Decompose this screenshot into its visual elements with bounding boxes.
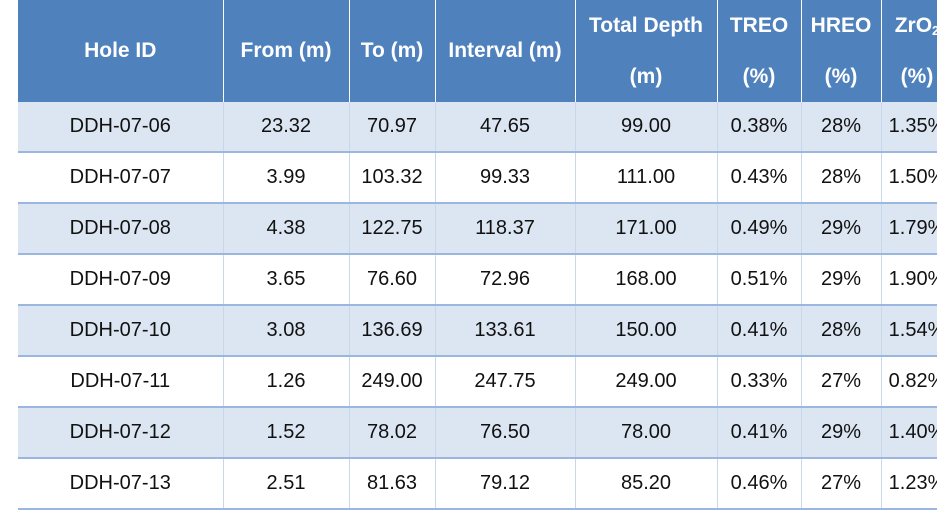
header-hole-id: Hole ID: [18, 0, 224, 102]
header-hreo: HREO: [801, 0, 882, 52]
cell-treo: 0.38%: [717, 102, 802, 153]
cell-hole-id: DDH-07-08: [18, 203, 224, 255]
table-row: DDH-07-10 3.08 136.69 133.61 150.00 0.41…: [18, 305, 937, 357]
cell-hreo: 27%: [801, 458, 882, 510]
cell-total-depth: 171.00: [575, 203, 718, 255]
cell-hreo: 28%: [801, 152, 882, 204]
cell-zro2: 1.54%: [881, 305, 937, 357]
cell-hreo: 28%: [801, 305, 882, 357]
header-treo: TREO: [717, 0, 802, 52]
cell-hreo: 29%: [801, 254, 882, 306]
table-row: DDH-07-11 1.26 249.00 247.75 249.00 0.33…: [18, 356, 937, 408]
cell-interval: 118.37: [435, 203, 576, 255]
cell-from: 1.26: [223, 356, 350, 408]
cell-from: 1.52: [223, 407, 350, 459]
cell-to: 70.97: [349, 102, 436, 153]
cell-hole-id: DDH-07-13: [18, 458, 224, 510]
cell-zro2: 1.35%: [881, 102, 937, 153]
cell-to: 76.60: [349, 254, 436, 306]
cell-hreo: 28%: [801, 102, 882, 153]
header-total-depth: Total Depth: [575, 0, 718, 52]
table-row: DDH-07-13 2.51 81.63 79.12 85.20 0.46% 2…: [18, 458, 937, 510]
table-row: DDH-07-06 23.32 70.97 47.65 99.00 0.38% …: [18, 102, 937, 153]
cell-zro2: 1.23%: [881, 458, 937, 510]
cell-zro2: 1.40%: [881, 407, 937, 459]
header-zro2-unit: (%): [881, 52, 937, 102]
cell-zro2: 1.90%: [881, 254, 937, 306]
cell-zro2: 0.82%: [881, 356, 937, 408]
cell-treo: 0.49%: [717, 203, 802, 255]
cell-total-depth: 99.00: [575, 102, 718, 153]
cell-hole-id: DDH-07-06: [18, 102, 224, 153]
cell-from: 4.38: [223, 203, 350, 255]
cell-hole-id: DDH-07-11: [18, 356, 224, 408]
header-from: From (m): [223, 0, 350, 102]
cell-treo: 0.51%: [717, 254, 802, 306]
drill-results-table-frame: Hole ID From (m) To (m) Interval (m) Tot…: [18, 0, 937, 511]
header-hreo-unit: (%): [801, 52, 882, 102]
header-zro2-subscript: 2: [932, 23, 937, 38]
cell-total-depth: 168.00: [575, 254, 718, 306]
cell-hole-id: DDH-07-10: [18, 305, 224, 357]
table-body: DDH-07-06 23.32 70.97 47.65 99.00 0.38% …: [18, 102, 937, 510]
cell-from: 23.32: [223, 102, 350, 153]
header-zro2: ZrO2: [881, 0, 937, 52]
cell-hole-id: DDH-07-09: [18, 254, 224, 306]
cell-interval: 133.61: [435, 305, 576, 357]
cell-total-depth: 111.00: [575, 152, 718, 204]
cell-to: 249.00: [349, 356, 436, 408]
header-total-depth-unit: (m): [575, 52, 718, 102]
header-zro2-main: ZrO: [894, 14, 933, 37]
cell-total-depth: 78.00: [575, 407, 718, 459]
cell-total-depth: 150.00: [575, 305, 718, 357]
cell-interval: 247.75: [435, 356, 576, 408]
header-treo-unit: (%): [717, 52, 802, 102]
cell-to: 81.63: [349, 458, 436, 510]
cell-interval: 72.96: [435, 254, 576, 306]
cell-treo: 0.33%: [717, 356, 802, 408]
cell-hole-id: DDH-07-12: [18, 407, 224, 459]
cell-treo: 0.43%: [717, 152, 802, 204]
cell-to: 78.02: [349, 407, 436, 459]
cell-from: 3.99: [223, 152, 350, 204]
cell-interval: 76.50: [435, 407, 576, 459]
header-to: To (m): [349, 0, 436, 102]
cell-hreo: 27%: [801, 356, 882, 408]
table-row: DDH-07-07 3.99 103.32 99.33 111.00 0.43%…: [18, 152, 937, 204]
cell-hreo: 29%: [801, 407, 882, 459]
cell-zro2: 1.50%: [881, 152, 937, 204]
table-header: Hole ID From (m) To (m) Interval (m) Tot…: [18, 0, 937, 102]
cell-treo: 0.41%: [717, 305, 802, 357]
cell-interval: 79.12: [435, 458, 576, 510]
cell-to: 103.32: [349, 152, 436, 204]
table-row: DDH-07-09 3.65 76.60 72.96 168.00 0.51% …: [18, 254, 937, 306]
cell-total-depth: 249.00: [575, 356, 718, 408]
cell-interval: 47.65: [435, 102, 576, 153]
cell-hreo: 29%: [801, 203, 882, 255]
cell-from: 2.51: [223, 458, 350, 510]
drill-results-table: Hole ID From (m) To (m) Interval (m) Tot…: [18, 0, 937, 510]
cell-treo: 0.41%: [717, 407, 802, 459]
cell-treo: 0.46%: [717, 458, 802, 510]
header-interval: Interval (m): [435, 0, 576, 102]
cell-zro2: 1.79%: [881, 203, 937, 255]
cell-to: 122.75: [349, 203, 436, 255]
table-row: DDH-07-12 1.52 78.02 76.50 78.00 0.41% 2…: [18, 407, 937, 459]
cell-to: 136.69: [349, 305, 436, 357]
cell-total-depth: 85.20: [575, 458, 718, 510]
cell-from: 3.65: [223, 254, 350, 306]
cell-hole-id: DDH-07-07: [18, 152, 224, 204]
table-row: DDH-07-08 4.38 122.75 118.37 171.00 0.49…: [18, 203, 937, 255]
cell-interval: 99.33: [435, 152, 576, 204]
cell-from: 3.08: [223, 305, 350, 357]
